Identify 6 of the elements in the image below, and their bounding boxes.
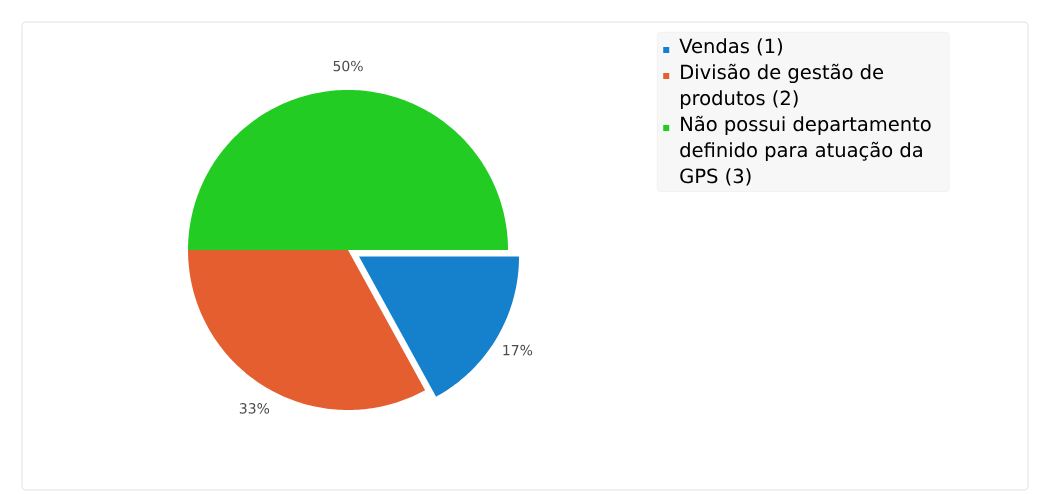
data-label: 17% (503, 344, 533, 356)
legend-label: Não possui departamento definido para atuação da GPS (3) (680, 115, 931, 186)
data-label: 50% (333, 60, 363, 72)
data-label: 33% (239, 403, 270, 414)
legend-label: Vendas (1) (679, 38, 783, 56)
legend-label: Divisão de gestão de produtos (2) (680, 63, 884, 110)
